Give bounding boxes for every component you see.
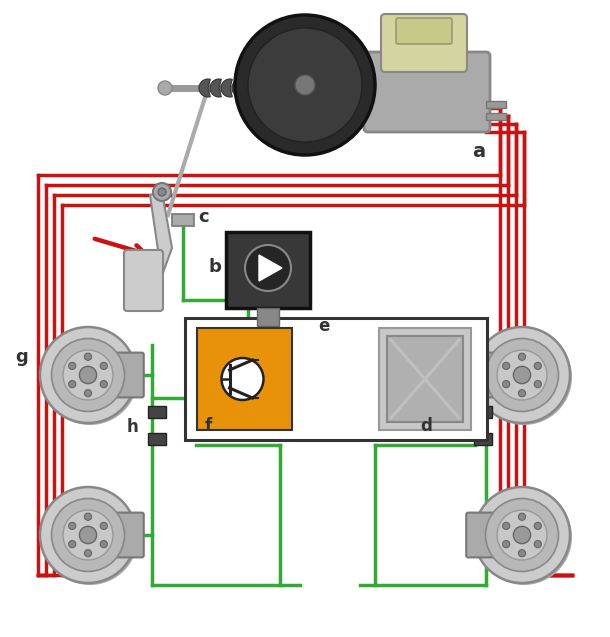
Circle shape xyxy=(534,522,542,529)
Circle shape xyxy=(68,522,76,529)
Bar xyxy=(486,101,506,108)
Circle shape xyxy=(235,15,375,155)
Text: a: a xyxy=(472,142,485,161)
Circle shape xyxy=(153,183,171,201)
Circle shape xyxy=(42,489,138,585)
Polygon shape xyxy=(259,255,282,281)
Circle shape xyxy=(84,390,92,397)
Circle shape xyxy=(514,366,531,383)
Circle shape xyxy=(100,362,107,369)
Circle shape xyxy=(474,487,570,583)
Polygon shape xyxy=(148,192,172,296)
Wedge shape xyxy=(254,79,265,97)
Circle shape xyxy=(51,499,124,571)
Circle shape xyxy=(518,390,526,397)
FancyBboxPatch shape xyxy=(116,353,144,397)
Circle shape xyxy=(84,353,92,361)
Circle shape xyxy=(503,541,510,548)
Circle shape xyxy=(534,380,542,388)
Circle shape xyxy=(42,329,138,425)
Circle shape xyxy=(497,350,547,400)
Text: f: f xyxy=(205,417,212,435)
Wedge shape xyxy=(221,79,232,97)
Circle shape xyxy=(534,362,542,369)
Circle shape xyxy=(40,487,136,583)
Circle shape xyxy=(100,541,107,548)
Circle shape xyxy=(518,550,526,557)
Text: d: d xyxy=(420,417,432,435)
FancyBboxPatch shape xyxy=(466,513,494,557)
Circle shape xyxy=(503,362,510,369)
Circle shape xyxy=(68,541,76,548)
Bar xyxy=(197,328,292,430)
Bar xyxy=(148,433,166,445)
FancyBboxPatch shape xyxy=(466,353,494,397)
Wedge shape xyxy=(243,79,254,97)
Text: g: g xyxy=(15,348,27,366)
Circle shape xyxy=(518,353,526,361)
Circle shape xyxy=(79,366,96,383)
Circle shape xyxy=(221,358,264,400)
Circle shape xyxy=(534,541,542,548)
Circle shape xyxy=(158,188,166,196)
Circle shape xyxy=(100,522,107,529)
FancyBboxPatch shape xyxy=(364,52,490,132)
Circle shape xyxy=(63,350,113,400)
Wedge shape xyxy=(210,79,221,97)
Circle shape xyxy=(158,81,172,95)
Bar xyxy=(474,406,492,418)
Bar xyxy=(379,328,471,430)
Circle shape xyxy=(51,338,124,412)
Circle shape xyxy=(63,510,113,560)
Circle shape xyxy=(100,380,107,388)
Circle shape xyxy=(245,245,291,291)
FancyBboxPatch shape xyxy=(124,250,163,311)
Circle shape xyxy=(476,329,572,425)
Text: e: e xyxy=(318,317,329,335)
Circle shape xyxy=(518,513,526,520)
Circle shape xyxy=(295,75,315,95)
Circle shape xyxy=(84,513,92,520)
Bar xyxy=(148,406,166,418)
Text: b: b xyxy=(208,258,221,276)
Bar xyxy=(387,336,463,422)
Bar xyxy=(226,232,310,308)
Circle shape xyxy=(486,338,559,412)
Wedge shape xyxy=(199,79,210,97)
Text: h: h xyxy=(127,418,138,436)
Bar xyxy=(257,308,279,326)
Circle shape xyxy=(248,28,362,142)
Circle shape xyxy=(486,499,559,571)
Circle shape xyxy=(68,380,76,388)
Wedge shape xyxy=(232,79,243,97)
Circle shape xyxy=(40,327,136,423)
Circle shape xyxy=(514,526,531,543)
FancyBboxPatch shape xyxy=(396,18,452,44)
Circle shape xyxy=(503,522,510,529)
Circle shape xyxy=(497,510,547,560)
Circle shape xyxy=(474,327,570,423)
Bar xyxy=(185,318,487,440)
Circle shape xyxy=(79,526,96,543)
Bar xyxy=(172,214,194,226)
Bar xyxy=(486,113,506,120)
Bar xyxy=(474,433,492,445)
Circle shape xyxy=(476,489,572,585)
FancyBboxPatch shape xyxy=(116,513,144,557)
Circle shape xyxy=(84,550,92,557)
FancyBboxPatch shape xyxy=(381,14,467,72)
Circle shape xyxy=(68,362,76,369)
Circle shape xyxy=(503,380,510,388)
Text: c: c xyxy=(198,208,209,226)
